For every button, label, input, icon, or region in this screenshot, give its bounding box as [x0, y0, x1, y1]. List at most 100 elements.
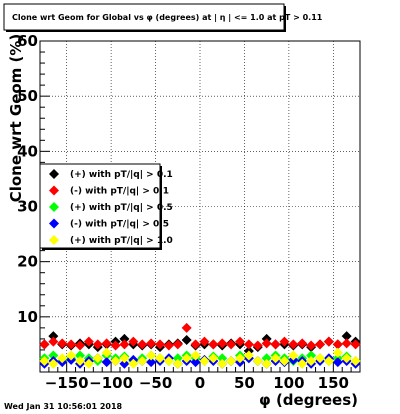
data-point [323, 355, 334, 366]
y-tick-label: 50 [17, 87, 38, 105]
data-point [39, 355, 50, 366]
data-point [101, 338, 112, 349]
data-point [261, 338, 272, 349]
data-point [48, 358, 59, 369]
data-point [332, 347, 343, 358]
x-tick-label: 100 [273, 374, 304, 392]
data-point [270, 339, 281, 350]
legend-entry-label: (-) with pT/|q| > 0.1 [70, 187, 169, 197]
y-tick-label: 30 [17, 198, 38, 216]
x-tick-label: −100 [89, 374, 133, 392]
data-point [146, 338, 157, 349]
legend-entry-label: (-) with pT/|q| > 0.5 [70, 220, 169, 230]
data-point [341, 331, 352, 342]
data-point [323, 336, 334, 347]
data-point [199, 355, 210, 366]
data-point [66, 350, 77, 361]
data-point [270, 353, 281, 364]
y-tick-label: 40 [17, 142, 38, 160]
data-point [181, 335, 192, 346]
y-tick-labels: 10 20 30 40 50 60 [17, 32, 38, 326]
legend: (+) with pT/|q| > 0.1 (-) with pT/|q| > 0… [39, 163, 173, 250]
y-tick-label: 10 [17, 308, 38, 326]
data-point [137, 355, 148, 366]
data-point [288, 350, 299, 361]
data-point [75, 340, 85, 351]
legend-marker [49, 202, 59, 212]
data-point [226, 339, 237, 350]
data-point [57, 353, 68, 364]
data-point [146, 357, 157, 368]
data-point [146, 350, 157, 361]
data-point [172, 353, 183, 364]
data-point [208, 339, 219, 350]
data-point [306, 350, 317, 361]
data-point [48, 350, 59, 361]
x-tick-label: 50 [234, 374, 255, 392]
legend-entry-label: (+) with pT/|q| > 0.5 [70, 203, 173, 213]
data-point [119, 358, 130, 369]
data-point [332, 339, 343, 350]
data-point [155, 339, 165, 350]
y-tick-label: 20 [17, 253, 38, 271]
data-point [181, 353, 192, 364]
data-point [217, 338, 228, 349]
data-point [279, 336, 290, 347]
x-axis-title: φ (degrees) [259, 391, 358, 409]
data-point [181, 322, 192, 333]
data-point [297, 338, 308, 349]
data-point [92, 353, 103, 364]
legend-entry-label: (+) with pT/|q| > 1.0 [70, 236, 173, 246]
data-point [119, 353, 130, 364]
data-point [341, 353, 352, 364]
series-5 [39, 347, 361, 369]
data-point [66, 339, 77, 350]
data-point [128, 358, 139, 369]
data-point [172, 358, 183, 369]
data-point [119, 339, 130, 350]
data-point [315, 353, 325, 364]
legend-marker [49, 235, 59, 245]
data-point [48, 331, 59, 342]
data-point [226, 355, 237, 366]
y-tick-label: 60 [17, 32, 38, 50]
data-point [261, 358, 272, 369]
data-point [128, 336, 139, 347]
data-point [243, 350, 254, 361]
data-point [208, 353, 219, 364]
data-point [172, 339, 183, 350]
x-tick-label: 150 [318, 374, 349, 392]
data-point [83, 336, 94, 347]
data-point [110, 340, 121, 351]
data-point [137, 339, 148, 350]
series-2 [39, 322, 361, 351]
data-point [217, 353, 228, 364]
data-point [101, 357, 112, 368]
data-point [199, 336, 210, 347]
data-point [110, 355, 121, 366]
legend-marker [49, 169, 59, 179]
data-point [155, 353, 165, 364]
data-point [217, 358, 228, 369]
data-point [350, 355, 361, 366]
x-tick-label: −50 [139, 374, 172, 392]
legend-entry-label: (+) with pT/|q| > 0.1 [70, 170, 173, 180]
data-point [39, 339, 50, 350]
data-point [235, 353, 245, 364]
x-tick-label: 0 [195, 374, 205, 392]
data-point [163, 355, 174, 366]
data-point [297, 358, 308, 369]
data-point [119, 333, 130, 344]
data-point [190, 350, 201, 361]
ticks [40, 40, 352, 372]
data-point [75, 350, 85, 361]
data-point [288, 339, 299, 350]
legend-marker [49, 185, 59, 196]
y-axis-title: Clone wrt Geom (%) [7, 34, 25, 203]
data-point [92, 339, 103, 350]
data-point [341, 338, 352, 349]
data-point [163, 340, 174, 351]
legend-marker [49, 218, 59, 229]
data-point [190, 339, 201, 350]
